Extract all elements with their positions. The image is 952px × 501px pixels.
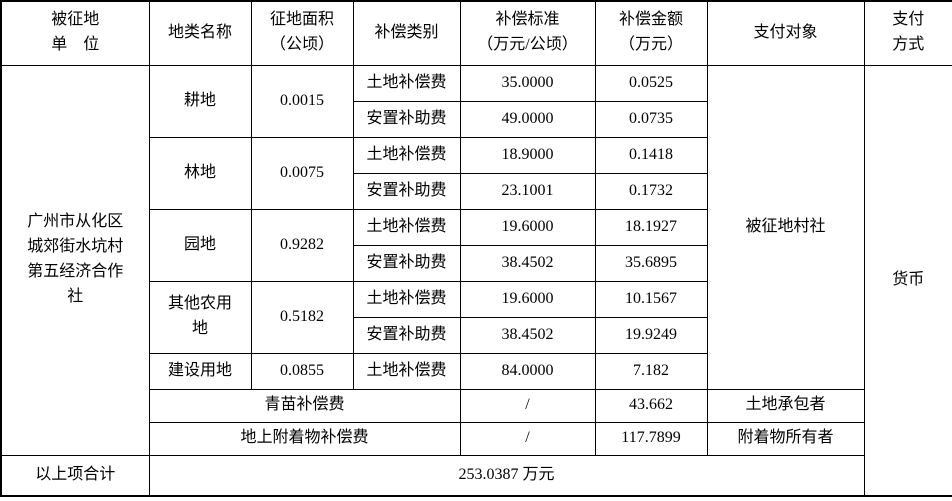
- header-comp-amount: 补偿金额 （万元）: [594, 0, 708, 66]
- table-row: 广州市从化区 城郊街水坑村 第五经济合作 社 耕地 0.0015 土地补偿费 3…: [0, 64, 952, 497]
- cell-comp-amount: 18.1927: [594, 208, 708, 246]
- table-row: 安置补助费 49.0000 0.0735: [1, 100, 952, 138]
- cell-total-value: 253.0387 万元: [148, 454, 865, 497]
- cell-comp-standard-slash: /: [459, 421, 596, 456]
- cell-comp-standard: 35.0000: [459, 64, 596, 102]
- cell-comp-standard: 84.0000: [459, 352, 596, 390]
- cell-land-type-construction: 建设用地: [148, 352, 252, 390]
- cell-comp-amount: 117.7899: [594, 421, 708, 456]
- cell-area-other-agricultural: 0.5182: [250, 280, 354, 354]
- cell-area-forest: 0.0075: [250, 136, 354, 210]
- table-row: 青苗补偿费 / 43.662 土地承包者: [1, 388, 952, 423]
- cell-pay-method: 货币: [863, 64, 952, 497]
- cell-comp-amount: 10.1567: [594, 280, 708, 318]
- cell-comp-category: 土地补偿费: [352, 136, 461, 174]
- cell-comp-standard: 23.1001: [459, 172, 596, 210]
- header-pay-target: 支付对象: [706, 0, 865, 66]
- cell-comp-category: 安置补助费: [352, 100, 461, 138]
- cell-area-garden: 0.9282: [250, 208, 354, 282]
- cell-total-label: 以上项合计: [0, 454, 150, 497]
- cell-comp-amount: 43.662: [594, 388, 708, 423]
- cell-comp-standard-slash: /: [459, 388, 596, 423]
- cell-comp-standard: 38.4502: [459, 244, 596, 282]
- header-comp-standard: 补偿标准 （万元/公顷）: [459, 0, 596, 66]
- table-row: 园地 0.9282 土地补偿费 19.6000 18.1927: [1, 208, 952, 282]
- cell-comp-category: 安置补助费: [352, 316, 461, 354]
- table-row: 安置补助费 23.1001 0.1732: [1, 172, 952, 210]
- cell-comp-category: 土地补偿费: [352, 208, 461, 246]
- table-row: 林地 0.0075 土地补偿费 18.9000 0.1418: [1, 136, 952, 210]
- cell-comp-amount: 0.0525: [594, 64, 708, 102]
- cell-unit-name: 广州市从化区 城郊街水坑村 第五经济合作 社: [0, 64, 150, 456]
- cell-comp-standard: 38.4502: [459, 316, 596, 354]
- table-row: 安置补助费 38.4502 35.6895: [1, 244, 952, 282]
- cell-comp-category: 安置补助费: [352, 172, 461, 210]
- table-row: 地上附着物补偿费 / 117.7899 附着物所有者: [1, 421, 952, 456]
- table-header-row: 被征地 单 位 地类名称 征地面积 （公顷） 补偿类别 补偿标准 （万元/公顷）…: [0, 0, 952, 66]
- table-row: 建设用地 0.0855 土地补偿费 84.0000 7.182: [1, 352, 952, 390]
- cell-comp-amount: 35.6895: [594, 244, 708, 282]
- table-total-row: 以上项合计 253.0387 万元: [0, 454, 952, 497]
- table-row: 安置补助费 38.4502 19.9249: [1, 316, 952, 354]
- cell-comp-standard: 18.9000: [459, 136, 596, 174]
- cell-area-construction: 0.0855: [250, 352, 354, 390]
- cell-land-type-forest: 林地: [148, 136, 252, 210]
- cell-comp-amount: 19.9249: [594, 316, 708, 354]
- cell-pay-target-attachment-owner: 附着物所有者: [706, 421, 865, 456]
- cell-attachment-compensation-label: 地上附着物补偿费: [148, 421, 461, 456]
- cell-comp-standard: 49.0000: [459, 100, 596, 138]
- cell-seedling-compensation-label: 青苗补偿费: [148, 388, 461, 423]
- cell-comp-amount: 0.1418: [594, 136, 708, 174]
- cell-comp-standard: 19.6000: [459, 208, 596, 246]
- header-comp-category: 补偿类别: [352, 0, 461, 66]
- cell-comp-category: 土地补偿费: [352, 352, 461, 390]
- header-expropriated-unit: 被征地 单 位: [0, 0, 150, 66]
- cell-comp-category: 土地补偿费: [352, 64, 461, 102]
- cell-land-type-garden: 园地: [148, 208, 252, 282]
- cell-area-cultivated: 0.0015: [250, 64, 354, 138]
- cell-land-type-cultivated: 耕地: [148, 64, 252, 138]
- header-area: 征地面积 （公顷）: [250, 0, 354, 66]
- cell-comp-amount: 0.1732: [594, 172, 708, 210]
- cell-land-type-other-agricultural: 其他农用 地: [148, 280, 252, 354]
- cell-comp-category: 土地补偿费: [352, 280, 461, 318]
- cell-pay-target-contractor: 土地承包者: [706, 388, 865, 423]
- cell-pay-target-main: 被征地村社: [706, 64, 865, 390]
- header-land-type: 地类名称: [148, 0, 252, 66]
- cell-comp-amount: 7.182: [594, 352, 708, 390]
- header-pay-method: 支付 方式: [863, 0, 952, 66]
- cell-comp-amount: 0.0735: [594, 100, 708, 138]
- cell-comp-standard: 19.6000: [459, 280, 596, 318]
- cell-comp-category: 安置补助费: [352, 244, 461, 282]
- table-row: 其他农用 地 0.5182 土地补偿费 19.6000 10.1567: [1, 280, 952, 354]
